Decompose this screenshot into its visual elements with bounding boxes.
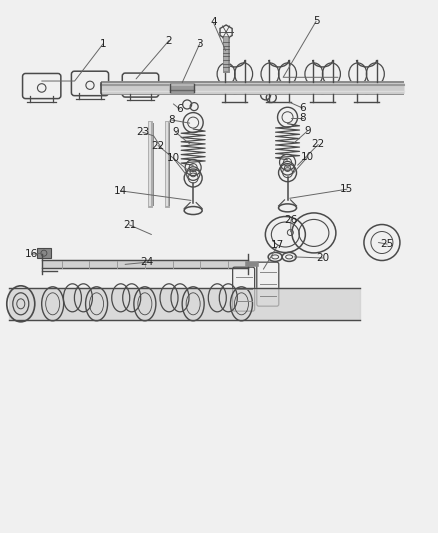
Text: 6: 6 xyxy=(299,103,306,113)
Text: 21: 21 xyxy=(123,220,136,230)
Text: 8: 8 xyxy=(167,115,174,125)
Text: 26: 26 xyxy=(284,215,297,224)
Text: 6: 6 xyxy=(176,104,183,114)
Text: 10: 10 xyxy=(300,152,313,162)
Text: 17: 17 xyxy=(271,240,284,250)
Text: 22: 22 xyxy=(151,141,164,150)
Text: 3: 3 xyxy=(196,39,203,49)
Text: 9: 9 xyxy=(172,127,179,137)
Text: 2: 2 xyxy=(165,36,172,45)
Text: 9: 9 xyxy=(303,126,310,136)
Text: 16: 16 xyxy=(25,249,38,259)
Text: 24: 24 xyxy=(140,257,153,267)
Text: 5: 5 xyxy=(312,17,319,26)
Text: 10: 10 xyxy=(166,154,180,163)
Text: 25: 25 xyxy=(380,239,393,249)
Text: 20: 20 xyxy=(315,253,328,263)
Text: 1: 1 xyxy=(99,39,106,49)
Text: 23: 23 xyxy=(136,127,149,137)
Text: 14: 14 xyxy=(114,186,127,196)
Bar xyxy=(37,248,51,258)
Text: 15: 15 xyxy=(339,184,353,194)
Text: 8: 8 xyxy=(299,114,306,123)
Text: 22: 22 xyxy=(311,140,324,149)
Text: 4: 4 xyxy=(209,18,216,27)
